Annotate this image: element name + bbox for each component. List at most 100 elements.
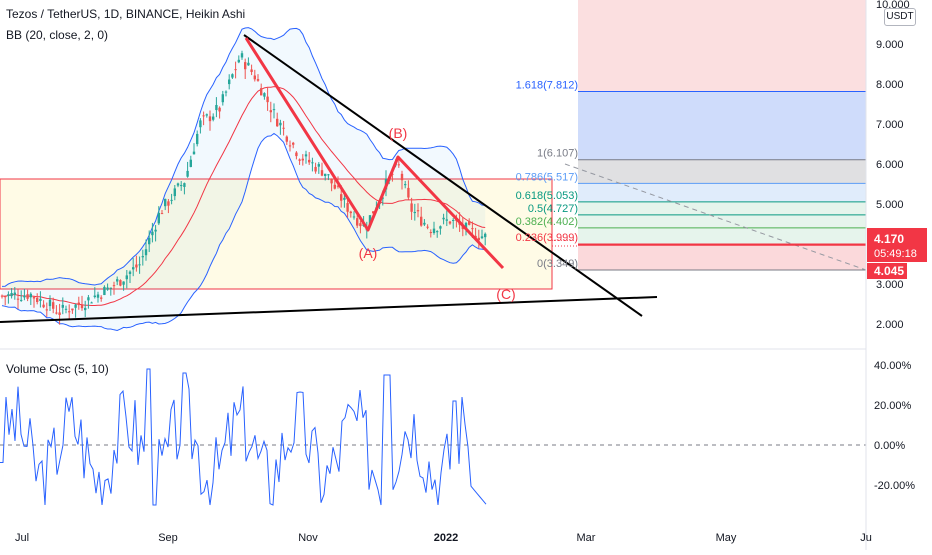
candle-body — [276, 118, 279, 127]
countdown-label: 05:49:18 — [874, 248, 917, 260]
candle-body — [23, 295, 26, 298]
fib-level-label: 0.236(3.999) — [516, 232, 578, 244]
candle-body — [39, 298, 42, 301]
candle-body — [237, 59, 240, 63]
candle-body — [368, 215, 372, 226]
osc-tick-label: 20.00% — [874, 400, 912, 412]
fib-level-label: 0(3.349) — [537, 258, 578, 270]
candle-body — [324, 173, 327, 176]
candle-body — [205, 114, 208, 116]
candle-body — [176, 183, 180, 186]
price-tick-label: 3.000 — [876, 279, 904, 291]
chart-title: Tezos / TetherUS, 1D, BINANCE, Heikin As… — [6, 7, 246, 21]
candle-body — [320, 170, 324, 176]
candle-body — [468, 220, 471, 225]
candle-body — [397, 164, 400, 166]
candle-body — [202, 115, 205, 117]
candle-body — [74, 304, 77, 308]
candle-body — [183, 183, 186, 187]
candle-body — [103, 286, 106, 296]
fib-zone-top — [578, 0, 866, 92]
candle-body — [32, 297, 36, 299]
candle-body — [234, 69, 237, 71]
candle-body — [112, 285, 116, 287]
candle-body — [52, 302, 55, 309]
candle-body — [442, 217, 445, 220]
candle-body — [180, 185, 183, 187]
candle-body — [170, 199, 173, 201]
price-tick-label: 6.000 — [876, 159, 904, 171]
candle-body — [231, 74, 234, 78]
candle-body — [196, 133, 199, 145]
candle-body — [212, 116, 215, 120]
candle-body — [240, 53, 244, 58]
candle-body — [45, 309, 48, 311]
bb-fill — [2, 27, 486, 331]
osc-tick-label: 40.00% — [874, 360, 912, 372]
candle-body — [55, 312, 58, 314]
candle-body — [144, 249, 148, 256]
fibonacci-zone — [0, 0, 867, 271]
candle-body — [311, 162, 314, 164]
candle-body — [0, 295, 4, 297]
price-tick-label: 5.000 — [876, 199, 904, 211]
fib-zone-786 — [578, 183, 866, 202]
candle-body — [432, 228, 436, 233]
price-tick-label: 8.000 — [876, 79, 904, 91]
candle-body — [407, 187, 410, 198]
candle-body — [164, 198, 167, 207]
candle-body — [125, 275, 128, 280]
last-price-label: 4.170 — [874, 232, 904, 246]
candle-body — [93, 295, 96, 298]
osc-line — [0, 368, 487, 506]
candle-body — [58, 312, 61, 315]
candle-body — [141, 256, 144, 258]
candle-body — [336, 185, 340, 187]
candle-body — [68, 311, 71, 313]
candle-body — [138, 264, 141, 266]
candle-body — [16, 298, 20, 300]
candle-body — [116, 279, 119, 282]
candle-body — [410, 203, 413, 212]
time-tick-label: Nov — [298, 532, 318, 544]
candle-body — [224, 91, 228, 93]
last-price-badge — [867, 228, 927, 262]
price-tick-label: 7.000 — [876, 119, 904, 131]
candle-body — [301, 158, 304, 161]
low-price-label: 4.045 — [874, 264, 904, 278]
candle-body — [480, 236, 484, 239]
fib-zone-1 — [578, 159, 866, 184]
candle-body — [20, 299, 23, 301]
candle-body — [327, 174, 330, 176]
currency-badge[interactable]: USDT — [884, 8, 916, 26]
candle-body — [436, 231, 439, 233]
time-tick-label: May — [716, 532, 737, 544]
candle-body — [426, 226, 429, 228]
candle-body — [279, 122, 282, 126]
fib-level-label: 0.786(5.517) — [516, 171, 578, 183]
low-price-badge — [867, 263, 907, 279]
dashed-projection-line — [564, 163, 867, 271]
candle-body — [317, 164, 320, 167]
candle-body — [250, 69, 253, 72]
candle-body — [29, 293, 32, 298]
candle-body — [167, 201, 170, 206]
wave-label: (B) — [389, 125, 408, 141]
candle-body — [448, 221, 452, 224]
candle-body — [439, 226, 442, 229]
candle-body — [151, 231, 154, 236]
candle-body — [128, 271, 132, 274]
candle-body — [189, 159, 192, 167]
candle-body — [173, 188, 176, 197]
candle-body — [272, 109, 276, 111]
bb-indicator-label[interactable]: BB (20, close, 2, 0) — [6, 28, 109, 42]
candle-body — [80, 304, 84, 309]
candle-body — [484, 233, 487, 238]
volume-osc-label[interactable]: Volume Osc (5, 10) — [6, 362, 109, 376]
candle-body — [330, 178, 333, 184]
candle-body — [343, 197, 346, 200]
candle-body — [314, 166, 317, 172]
time-tick-label: Sep — [158, 532, 178, 544]
candle-body — [160, 213, 164, 215]
